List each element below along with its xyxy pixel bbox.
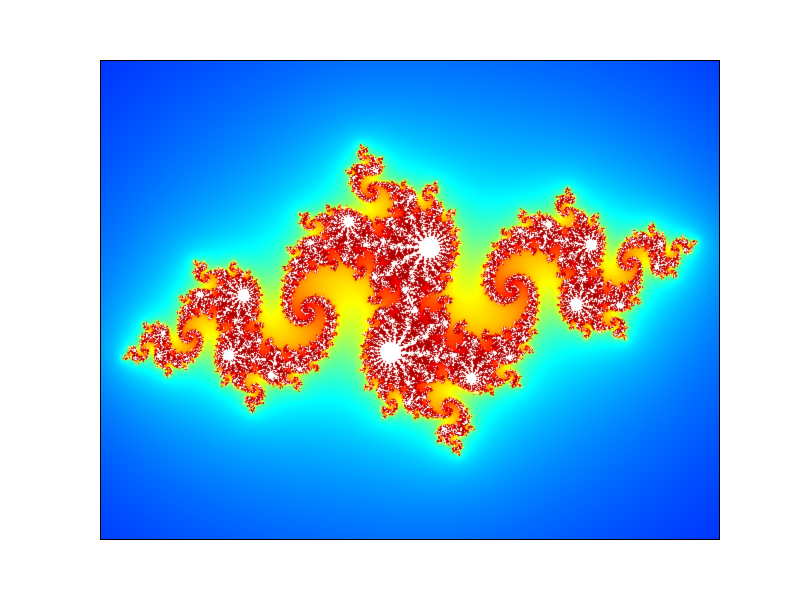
julia-set-image <box>101 61 719 539</box>
plot-axes-frame <box>100 60 720 540</box>
